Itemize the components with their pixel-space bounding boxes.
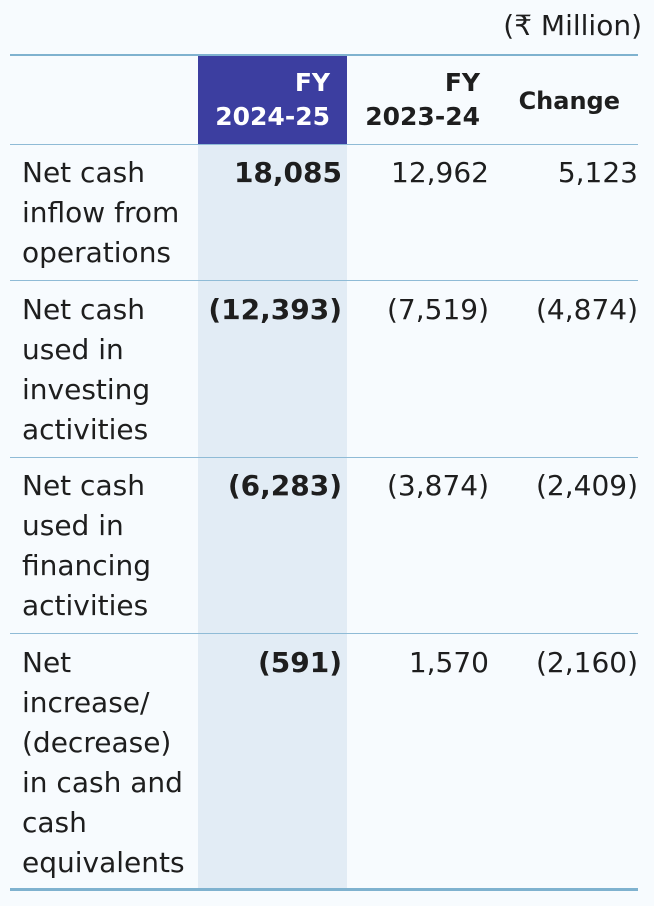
row-label: Net cash inflow from operations [22,156,180,269]
header-rule [10,144,638,145]
row-divider [10,280,638,281]
row-label: Net cash used in investing activities [22,293,151,446]
header-current-year-line1: FY [294,68,330,97]
row-current-value: 18,085 [233,156,342,189]
header-previous-year-line2: 2023-24 [365,102,480,131]
current-year-column-highlight [198,145,347,888]
row-previous-value: (3,874) [386,469,489,502]
row-previous-value: 12,962 [391,156,489,189]
unit-label: (₹ Million) [503,9,642,42]
row-current-value: (12,393) [208,293,342,326]
header-previous-year-line1: FY [444,68,480,97]
header-current-year: FY 2024-25 [190,66,330,134]
row-change-value: (2,160) [535,646,638,679]
row-current-value: (6,283) [227,469,342,502]
row-change-value: (2,409) [535,469,638,502]
row-divider [10,457,638,458]
header-change: Change [518,87,620,115]
row-previous-value: 1,570 [408,646,489,679]
row-label: Net cash used in financing activities [22,469,151,622]
table-bottom-rule [10,888,638,891]
header-current-year-line2: 2024-25 [215,102,330,131]
row-divider [10,633,638,634]
row-change-value: 5,123 [557,156,638,189]
table-top-rule [10,54,638,56]
row-current-value: (591) [257,646,342,679]
row-previous-value: (7,519) [386,293,489,326]
row-change-value: (4,874) [535,293,638,326]
row-label: Net increase/ (decrease) in cash and cas… [22,646,185,879]
current-year-header-highlight [198,56,347,145]
header-previous-year: FY 2023-24 [340,66,480,134]
